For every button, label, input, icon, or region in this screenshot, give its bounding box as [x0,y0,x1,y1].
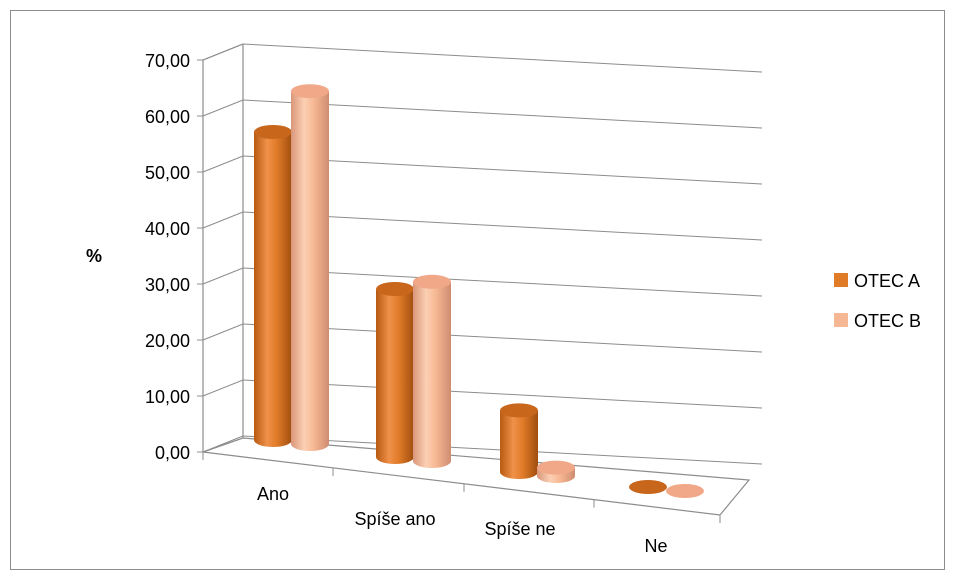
bar-body [500,410,538,479]
bar-0-2 [500,403,538,479]
bar-0-3 [629,480,667,494]
bar-1-1 [413,274,451,468]
gridline-back [242,379,763,409]
gridline-left [202,379,244,397]
legend-swatch [834,313,848,327]
gridline-left [202,211,244,229]
bar-top [500,403,538,418]
bar-body [291,91,329,451]
x-tick-label: Ne [644,536,667,556]
bar-1-2 [537,460,575,483]
bars [254,84,704,498]
bar-top [291,84,329,99]
gridline-left [202,323,244,341]
gridline-back [242,211,763,241]
gridline-back [242,43,763,73]
bar-1-3 [666,484,704,498]
y-tick-label: 0,00 [155,443,190,463]
gridline-back [242,155,763,185]
y-tick-label: 60,00 [145,107,190,127]
y-tick-label: 30,00 [145,275,190,295]
legend-label: OTEC B [854,311,921,331]
bar-0-1 [376,282,414,464]
y-tick-label: 10,00 [145,387,190,407]
legend-swatch [834,273,848,287]
gridline-left [202,155,244,173]
bar-body [376,289,414,464]
x-tick-label: Spíše ano [354,509,435,529]
gridline-back [242,99,763,129]
bar-top [666,484,704,498]
bar-0-0 [254,125,292,447]
bar-top [629,480,667,494]
x-tick-label: Ano [257,484,289,504]
y-tick-label: 20,00 [145,331,190,351]
bar-body [413,281,451,468]
y-tick-label: 50,00 [145,163,190,183]
gridline-left [202,99,244,117]
legend-label: OTEC A [854,271,920,291]
y-tick-label: 40,00 [145,219,190,239]
bar-top [537,460,575,475]
gridline-left [202,43,244,61]
bar-body [254,132,292,447]
gridline-back [242,323,763,353]
legend: OTEC A OTEC B [834,271,921,331]
bar-1-0 [291,84,329,451]
y-axis-label: % [86,246,102,266]
bar-top [376,282,414,296]
bar-top [254,125,292,139]
x-tick-label: Spíše ne [484,519,555,539]
chart-frame [10,10,945,570]
gridline-left [202,267,244,285]
floor-outline [202,437,751,516]
category-labels: Ano Spíše ano Spíše ne Ne [257,484,668,556]
y-tick-label: 70,00 [145,51,190,71]
gridline-left [202,435,244,453]
y-axis-ticks: 0,00 10,00 20,00 30,00 40,00 50,00 60,00 70,00 [145,51,190,463]
gridline-back [242,267,763,297]
bar-top [413,274,451,289]
